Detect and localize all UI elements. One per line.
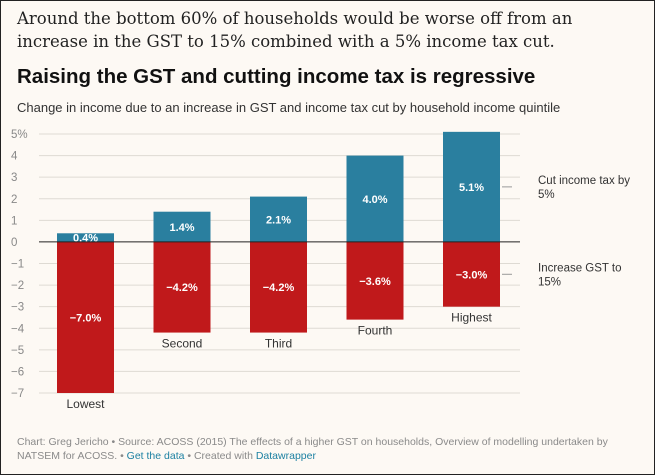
data-label-income-tax-cut: 1.4%: [169, 222, 194, 234]
category-label: Fourth: [358, 324, 393, 338]
y-tick-label: 0: [11, 237, 17, 249]
data-label-income-tax-cut: 0.4%: [73, 233, 98, 245]
footer-credit: Chart: Greg Jericho • Source: ACOSS (201…: [17, 436, 608, 462]
y-tick-label: −4: [11, 323, 25, 335]
y-tick-label: 3: [11, 172, 17, 184]
get-data-link[interactable]: Get the data: [126, 450, 185, 462]
y-tick-label: −6: [11, 366, 24, 378]
category-label: Highest: [451, 311, 492, 325]
bar-income-tax-cut: [57, 233, 114, 242]
bar-chart: 5% 4 3 2 1 0 −1 −2 −3 −4 −5 −6 −7 0.4% −7.0% Lowest 1.4%…: [11, 129, 630, 411]
y-tick-label: 2: [11, 194, 17, 206]
bar-income-tax-cut: [250, 196, 307, 242]
chart-footer: Chart: Greg Jericho • Source: ACOSS (201…: [17, 435, 642, 463]
y-tick-label: 5%: [11, 129, 28, 141]
y-tick-label: 4: [11, 151, 18, 163]
intro-text: Around the bottom 60% of households woul…: [17, 9, 573, 51]
bar-gst-increase: [250, 241, 307, 333]
bar-gst-increase: [153, 241, 211, 333]
y-tick-label: −3: [11, 302, 24, 314]
legend-gst-increase: Increase GST to 15%: [538, 262, 622, 288]
y-tick-label: −5: [11, 345, 24, 357]
bar-gst-increase: [346, 241, 404, 320]
bar-income-tax-cut: [153, 211, 211, 242]
bar-gst-increase: [443, 241, 500, 307]
y-tick-label: −1: [11, 259, 24, 271]
footer-created-with: • Created with: [184, 450, 256, 462]
datawrapper-link[interactable]: Datawrapper: [255, 450, 316, 462]
chart-subtitle: Change in income due to an increase in G…: [17, 100, 561, 115]
y-tick-label: −2: [11, 280, 24, 292]
data-label-gst-increase: −4.2%: [263, 282, 295, 294]
data-label-income-tax-cut: 4.0%: [362, 194, 387, 206]
bar-income-tax-cut: [443, 131, 500, 242]
y-tick-label: 1: [11, 215, 17, 227]
data-label-gst-increase: −4.2%: [166, 282, 198, 294]
legend-income-tax-cut: Cut income tax by 5%: [538, 175, 630, 201]
data-label-gst-increase: −3.6%: [359, 276, 391, 288]
y-tick-label: −7: [11, 388, 24, 400]
data-label-gst-increase: −7.0%: [70, 312, 102, 324]
chart-title: Raising the GST and cutting income tax i…: [17, 65, 536, 88]
category-label: Second: [162, 337, 203, 351]
data-label-gst-increase: −3.0%: [456, 269, 488, 281]
data-label-income-tax-cut: 5.1%: [459, 182, 484, 194]
category-label: Third: [265, 337, 292, 351]
bar-gst-increase: [57, 241, 114, 393]
data-label-income-tax-cut: 2.1%: [266, 214, 291, 226]
category-label: Lowest: [66, 397, 105, 411]
bar-income-tax-cut: [346, 155, 404, 242]
